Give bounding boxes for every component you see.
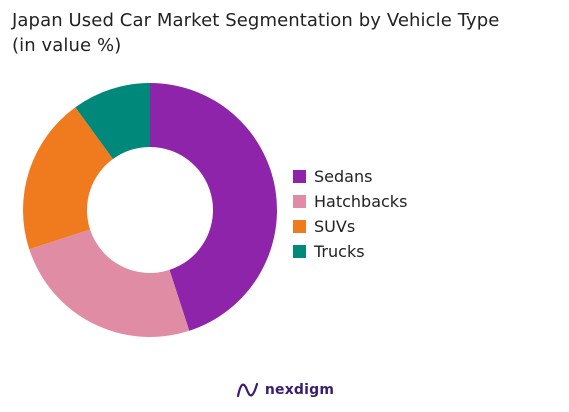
- donut-slice-suvs: [22, 107, 113, 250]
- chart-title-line-1: Japan Used Car Market Segmentation by Ve…: [12, 10, 500, 31]
- legend-label-trucks: Trucks: [314, 242, 365, 261]
- legend-swatch-suvs: [293, 220, 306, 233]
- legend-item-hatchbacks: Hatchbacks: [293, 189, 407, 214]
- legend-item-sedans: Sedans: [293, 164, 407, 189]
- chart-legend: Sedans Hatchbacks SUVs Trucks: [293, 164, 407, 264]
- chart-title-line-2: (in value %): [12, 35, 122, 56]
- footer-branding: nexdigm: [0, 380, 569, 400]
- legend-swatch-trucks: [293, 245, 306, 258]
- legend-label-sedans: Sedans: [314, 167, 373, 186]
- donut-slice-hatchbacks: [29, 229, 190, 337]
- brand-name: nexdigm: [264, 382, 335, 398]
- donut-slice-sedans: [150, 83, 277, 331]
- donut-slice-trucks: [75, 83, 150, 160]
- nexdigm-logo-icon: [236, 382, 258, 398]
- legend-swatch-sedans: [293, 170, 306, 183]
- legend-swatch-hatchbacks: [293, 195, 306, 208]
- legend-label-suvs: SUVs: [314, 217, 356, 236]
- legend-label-hatchbacks: Hatchbacks: [314, 192, 408, 211]
- legend-item-suvs: SUVs: [293, 214, 407, 239]
- legend-item-trucks: Trucks: [293, 239, 407, 264]
- chart-title: Japan Used Car Market Segmentation by Ve…: [12, 8, 562, 58]
